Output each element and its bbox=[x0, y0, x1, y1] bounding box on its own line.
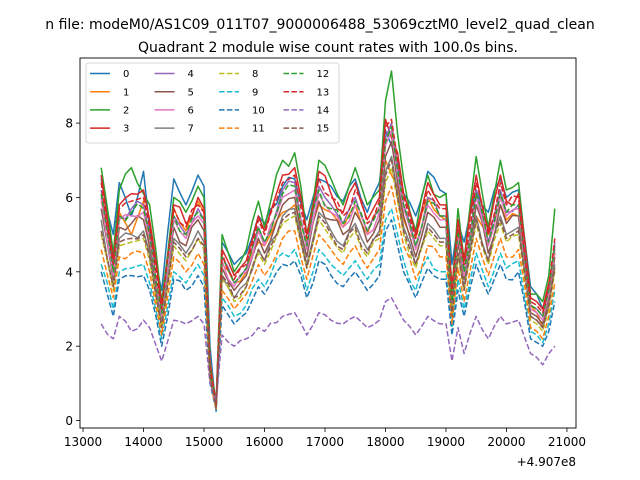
series-line-10 bbox=[100, 219, 556, 411]
series-line-13 bbox=[100, 118, 556, 407]
series-line-5 bbox=[100, 140, 556, 409]
x-tick-label: 15000 bbox=[185, 435, 223, 449]
legend-box bbox=[85, 62, 340, 144]
legend-label-4: 4 bbox=[188, 69, 194, 80]
y-tick-label: 8 bbox=[65, 117, 73, 131]
series-line-14 bbox=[100, 297, 556, 403]
x-offset-label: +4.907e8 bbox=[517, 455, 576, 469]
series-layer bbox=[100, 70, 556, 413]
x-tick-label: 21000 bbox=[548, 435, 586, 449]
legend-label-13: 13 bbox=[317, 87, 330, 98]
chart-title: Quadrant 2 module wise count rates with … bbox=[138, 40, 518, 56]
legend-label-7: 7 bbox=[188, 124, 194, 135]
legend-label-1: 1 bbox=[123, 87, 129, 98]
x-tick-label: 16000 bbox=[245, 435, 283, 449]
legend-label-15: 15 bbox=[317, 124, 330, 135]
legend-label-2: 2 bbox=[123, 106, 129, 117]
series-line-11 bbox=[100, 185, 556, 411]
x-tick-label: 18000 bbox=[366, 435, 404, 449]
series-line-12 bbox=[100, 126, 556, 407]
legend-label-10: 10 bbox=[252, 106, 265, 117]
plot-frame bbox=[79, 57, 577, 429]
y-tick-label: 0 bbox=[65, 414, 73, 428]
legend-label-11: 11 bbox=[252, 124, 265, 135]
y-tick-label: 4 bbox=[65, 265, 73, 279]
x-tick-label: 13000 bbox=[64, 435, 102, 449]
legend-label-3: 3 bbox=[123, 124, 129, 135]
y-tick-label: 6 bbox=[65, 191, 73, 205]
x-axis: 13000 14000 15000 16000 17000 18000 19000 20000… bbox=[64, 428, 586, 449]
y-axis: 0 2 4 6 8 bbox=[65, 117, 80, 428]
x-tick-label: 19000 bbox=[427, 435, 465, 449]
legend-label-9: 9 bbox=[252, 87, 258, 98]
legend-label-8: 8 bbox=[252, 69, 258, 80]
legend-label-0: 0 bbox=[123, 69, 129, 80]
y-tick-label: 2 bbox=[65, 340, 73, 354]
x-tick-label: 17000 bbox=[306, 435, 344, 449]
legend-label-6: 6 bbox=[188, 106, 194, 117]
x-tick-label: 14000 bbox=[124, 435, 162, 449]
chart-suptitle: n file: modeM0/AS1C09_011T07_9000006488_… bbox=[45, 17, 594, 33]
legend-label-14: 14 bbox=[317, 106, 330, 117]
series-line-9 bbox=[100, 207, 556, 411]
legend-label-5: 5 bbox=[188, 87, 194, 98]
series-line-15 bbox=[100, 159, 556, 409]
series-line-2 bbox=[100, 70, 556, 403]
x-tick-label: 20000 bbox=[487, 435, 525, 449]
legend-label-12: 12 bbox=[317, 69, 330, 80]
